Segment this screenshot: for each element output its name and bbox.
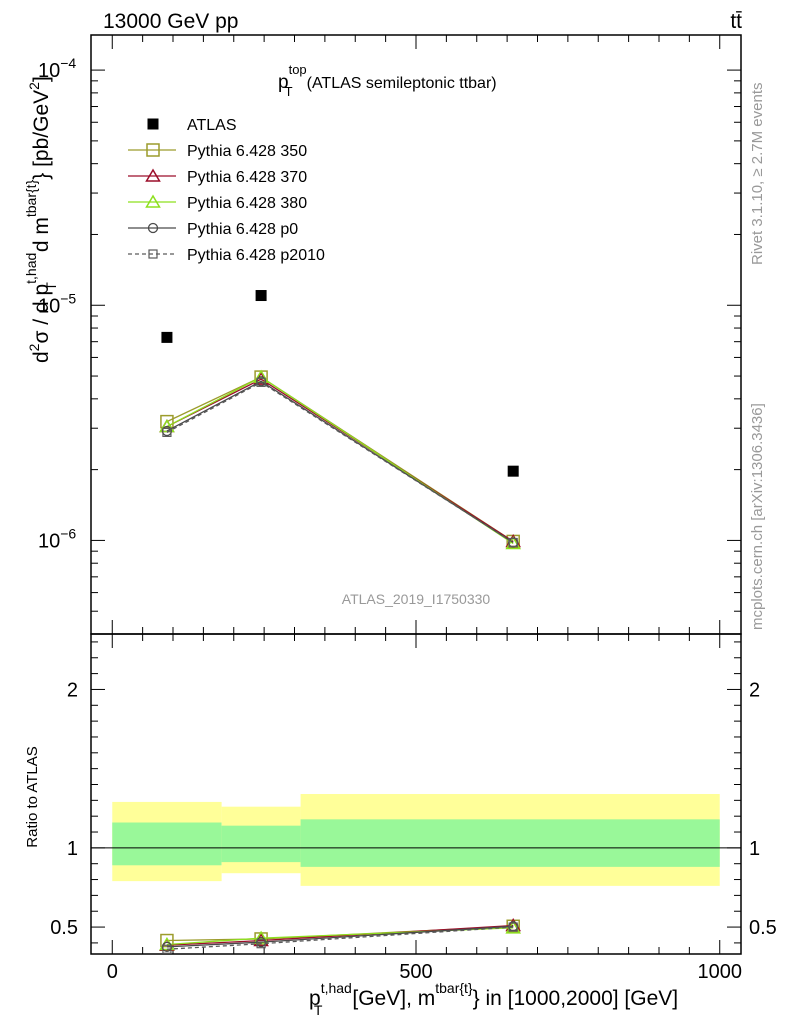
x-axis-label: pt,had T [GeV], mtbar{t}} in [1000,2000] [… [309, 980, 678, 1018]
series-line [166, 380, 514, 544]
ratio-point [256, 939, 266, 949]
mcplots-label: mcplots.cern.ch [arXiv:1306.3436] [749, 403, 766, 630]
ratio-line [166, 925, 514, 948]
legend: ATLAS Pythia 6.428 350 Pythia 6.428 370 Pyt… [128, 117, 325, 264]
main-tick-label: 10−4 [38, 55, 76, 82]
process-label: tt̄ [730, 10, 742, 33]
energy-label: 13000 GeV pp [103, 10, 238, 33]
tick-base: 10 [38, 295, 60, 317]
series-point [159, 419, 175, 433]
legend-marker [148, 249, 158, 259]
plot-title: ptop T (ATLAS semileptonic ttbar) [278, 62, 497, 99]
series-point [505, 536, 522, 550]
legend-marker [145, 168, 161, 182]
y-axis-label: d2σ / d pt,hadTd mtbar{t}} [pb/GeV2] [23, 76, 59, 363]
series-line [166, 376, 514, 542]
series-point [256, 377, 266, 387]
ratio-tick-label-left: 2 [67, 679, 78, 701]
tick-base: 10 [38, 530, 60, 552]
ratio-tick-label-right: 2 [749, 679, 760, 701]
uncertainty-bands [91, 794, 741, 886]
band-inner-2 [300, 819, 720, 867]
series-line [166, 376, 514, 545]
atlas-point [161, 331, 173, 343]
tick-exponent: −5 [60, 290, 76, 306]
ratio-line [166, 926, 514, 950]
ratio-tick-label-right: 1 [749, 838, 760, 860]
series-point [160, 414, 174, 429]
ratio-tick-label-right: 0.5 [749, 917, 777, 939]
ratio-point [508, 922, 518, 932]
band-inner-1 [221, 825, 301, 863]
ratio-axis-ticks: 0.5 0.5 1 1 2 2 [50, 641, 777, 944]
atlas-point [507, 465, 519, 477]
legend-marker [147, 222, 159, 234]
x-tick-label: 0 [107, 961, 118, 983]
main-series [159, 290, 522, 550]
legend-marker [147, 118, 159, 130]
series-line [166, 381, 514, 544]
main-axis-ticks: 10−610−510−4 [38, 55, 741, 635]
legend-marker [146, 143, 160, 157]
tick-base: 10 [38, 60, 60, 82]
legend-label: Pythia 6.428 380 [187, 195, 307, 212]
legend-label: Pythia 6.428 p0 [187, 221, 298, 238]
ratio-tick-label-left: 0.5 [50, 917, 78, 939]
main-tick-label: 10−5 [38, 290, 76, 317]
legend-label: Pythia 6.428 p2010 [187, 247, 325, 264]
band-inner-0 [112, 822, 222, 866]
rivet-version-label: Rivet 3.1.10, ≥ 2.7M events [749, 83, 766, 266]
legend-label: Pythia 6.428 370 [187, 169, 307, 186]
main-tick-label: 10−6 [38, 525, 76, 552]
tick-exponent: −4 [60, 55, 76, 71]
tick-exponent: −6 [60, 525, 76, 541]
ratio-point [162, 944, 172, 954]
x-tick-label: 1000 [697, 961, 742, 983]
ratio-axis-label: Ratio to ATLAS [24, 746, 41, 847]
legend-marker [145, 194, 161, 208]
x-axis-ticks: 0 500 1000 [107, 35, 742, 983]
ratio-series [159, 918, 522, 954]
legend-label: ATLAS [187, 117, 237, 134]
analysis-id: ATLAS_2019_I1750330 [342, 591, 491, 607]
atlas-point [255, 290, 267, 302]
series-point [508, 537, 518, 548]
x-tick-label: 500 [399, 961, 432, 983]
ratio-tick-label-left: 1 [67, 838, 78, 860]
series-point [162, 427, 172, 437]
ratio-line [166, 924, 514, 946]
legend-label: Pythia 6.428 350 [187, 143, 307, 160]
